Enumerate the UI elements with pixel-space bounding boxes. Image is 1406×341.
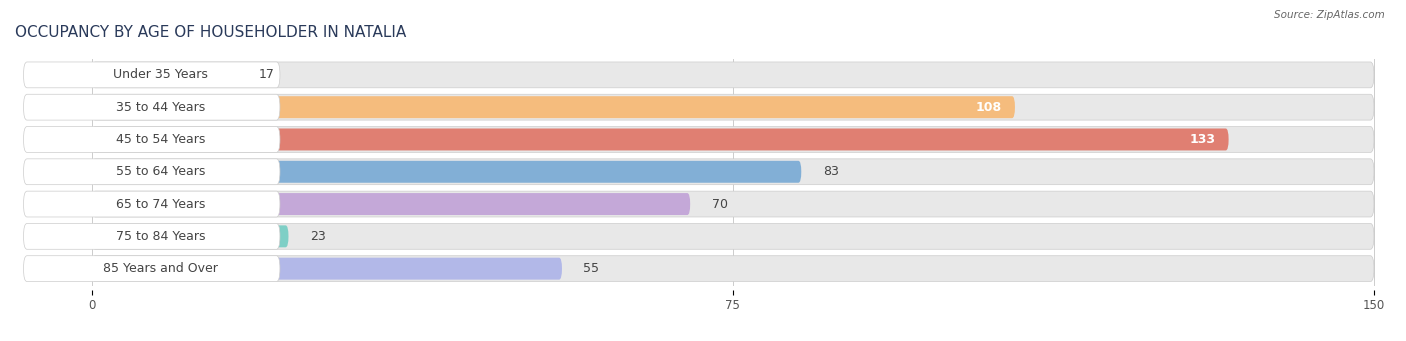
FancyBboxPatch shape bbox=[91, 225, 288, 247]
FancyBboxPatch shape bbox=[24, 223, 280, 249]
FancyBboxPatch shape bbox=[91, 127, 1374, 152]
FancyBboxPatch shape bbox=[91, 161, 801, 183]
Text: Source: ZipAtlas.com: Source: ZipAtlas.com bbox=[1274, 10, 1385, 20]
FancyBboxPatch shape bbox=[91, 94, 1374, 120]
FancyBboxPatch shape bbox=[24, 159, 280, 185]
FancyBboxPatch shape bbox=[91, 64, 238, 86]
Text: 108: 108 bbox=[976, 101, 1002, 114]
Text: 85 Years and Over: 85 Years and Over bbox=[103, 262, 218, 275]
FancyBboxPatch shape bbox=[24, 94, 280, 120]
FancyBboxPatch shape bbox=[91, 193, 690, 215]
Text: 55 to 64 Years: 55 to 64 Years bbox=[115, 165, 205, 178]
Text: OCCUPANCY BY AGE OF HOUSEHOLDER IN NATALIA: OCCUPANCY BY AGE OF HOUSEHOLDER IN NATAL… bbox=[15, 25, 406, 40]
Text: 35 to 44 Years: 35 to 44 Years bbox=[115, 101, 205, 114]
FancyBboxPatch shape bbox=[91, 191, 1374, 217]
FancyBboxPatch shape bbox=[24, 127, 280, 152]
Text: 75 to 84 Years: 75 to 84 Years bbox=[115, 230, 205, 243]
Text: Under 35 Years: Under 35 Years bbox=[112, 69, 208, 81]
Text: 83: 83 bbox=[823, 165, 838, 178]
FancyBboxPatch shape bbox=[91, 256, 1374, 282]
FancyBboxPatch shape bbox=[24, 191, 280, 217]
Text: 45 to 54 Years: 45 to 54 Years bbox=[115, 133, 205, 146]
FancyBboxPatch shape bbox=[91, 96, 1015, 118]
Text: 55: 55 bbox=[583, 262, 599, 275]
FancyBboxPatch shape bbox=[91, 258, 562, 280]
Text: 133: 133 bbox=[1189, 133, 1216, 146]
Text: 70: 70 bbox=[711, 197, 727, 210]
FancyBboxPatch shape bbox=[91, 129, 1229, 150]
FancyBboxPatch shape bbox=[24, 62, 280, 88]
FancyBboxPatch shape bbox=[24, 256, 280, 282]
FancyBboxPatch shape bbox=[91, 159, 1374, 185]
Text: 23: 23 bbox=[309, 230, 326, 243]
Text: 65 to 74 Years: 65 to 74 Years bbox=[115, 197, 205, 210]
Text: 17: 17 bbox=[259, 69, 274, 81]
FancyBboxPatch shape bbox=[91, 62, 1374, 88]
FancyBboxPatch shape bbox=[91, 223, 1374, 249]
